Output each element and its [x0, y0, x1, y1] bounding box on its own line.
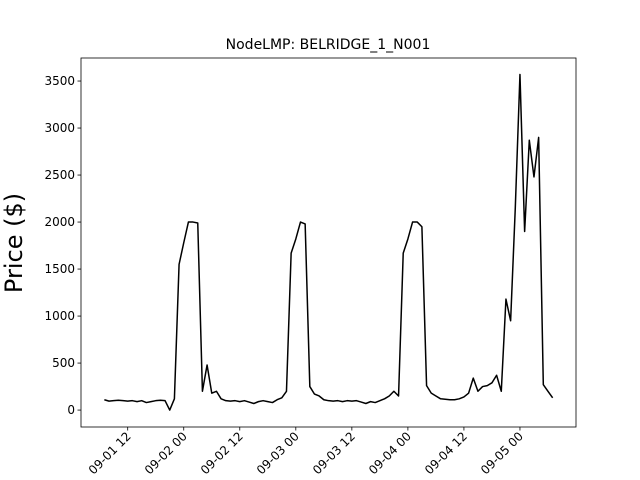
y-tick-label: 1000 [44, 309, 75, 323]
x-tick-label: 09-05 00 [478, 429, 526, 477]
chart-title: NodeLMP: BELRIDGE_1_N001 [226, 37, 431, 53]
y-tick-label: 3500 [44, 74, 75, 88]
x-tick-label: 09-01 12 [86, 429, 134, 477]
y-tick-label: 1500 [44, 262, 75, 276]
price-line [104, 73, 554, 411]
x-tick-label: 09-04 00 [366, 429, 414, 477]
y-tick-label: 2000 [44, 215, 75, 229]
plot-frame [80, 57, 577, 428]
y-axis-label: Price ($) [0, 193, 28, 293]
x-tick-label: 09-02 00 [142, 429, 190, 477]
x-tick-label: 09-03 00 [254, 429, 302, 477]
y-tick-label: 500 [52, 356, 75, 370]
x-tick-label: 09-03 12 [310, 429, 358, 477]
x-tick-label: 09-02 12 [198, 429, 246, 477]
x-tick-label: 09-04 12 [422, 429, 470, 477]
y-tick-label: 0 [67, 403, 75, 417]
y-tick-label: 3000 [44, 121, 75, 135]
y-tick-label: 2500 [44, 168, 75, 182]
